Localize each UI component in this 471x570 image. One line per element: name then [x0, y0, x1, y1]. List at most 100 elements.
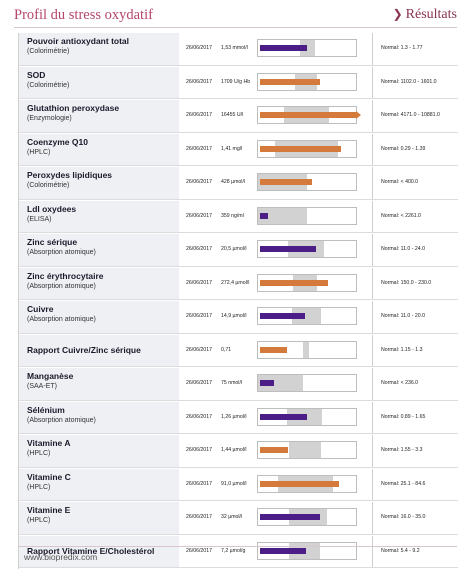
result-date: 26/06/2017 [186, 346, 212, 353]
analyte-cell: SOD (Colorimétrie) [19, 66, 179, 98]
result-gauge [257, 374, 357, 392]
column-divider [372, 100, 373, 132]
analyte-name: Pouvoir antioxydant total [27, 36, 130, 46]
result-date: 26/06/2017 [186, 179, 212, 185]
analyte-cell: Cuivre (Absorption atomique) [19, 301, 179, 333]
footer-divider [18, 546, 457, 547]
result-gauge [257, 474, 357, 493]
normal-range-text: Normal: 0.29 - 1.39 [381, 145, 426, 152]
analyte-name: Zinc érythrocytaire [27, 270, 104, 281]
analyte-name: Vitamine A [27, 438, 71, 448]
analyte-cell: Rapport Cuivre/Zinc sérique [19, 334, 179, 366]
result-date: 26/06/2017 [186, 45, 212, 51]
column-divider [372, 133, 373, 165]
chevron-right-icon: ❯ [392, 7, 403, 21]
analyte-method: (Absorption atomique) [27, 282, 96, 290]
column-divider [372, 435, 373, 467]
column-divider [372, 502, 373, 534]
column-divider [372, 167, 373, 199]
result-level-bar [260, 112, 356, 118]
result-value: 16455 U/l [221, 112, 244, 118]
column-divider [372, 535, 373, 567]
normal-range-text: Normal: < 2261.0 [381, 212, 421, 219]
result-level-bar [260, 179, 312, 185]
column-divider [372, 33, 373, 65]
result-value: 1,44 µmol/l [221, 447, 247, 453]
result-date: 26/06/2017 [186, 246, 212, 252]
analyte-method: (HPLC) [27, 483, 51, 491]
normal-range-zone [303, 341, 309, 358]
result-level-bar [260, 145, 341, 152]
result-value: 1709 U/g Hb [221, 78, 251, 85]
report-header: Profil du stress oxydatif ❯ Résultats [0, 0, 471, 32]
analyte-method: (ELISA) [27, 215, 52, 223]
result-gauge [257, 106, 361, 124]
normal-range-zone [258, 207, 307, 224]
result-date: 26/06/2017 [186, 212, 212, 219]
normal-range-text: Normal: 4171.0 - 10881.0 [381, 112, 440, 118]
analyte-method: (HPLC) [27, 148, 51, 156]
analyte-method: (HPLC) [27, 517, 51, 524]
table-row: Glutathion peroxydase (Enzymologie) 26/06/… [19, 100, 458, 133]
analyte-cell: Rapport Vitamine E/Cholestérol [19, 535, 179, 567]
analyte-cell: Zinc érythrocytaire (Absorption atomique) [19, 267, 179, 299]
results-table: Pouvoir antioxydant total (Colorimétrie) 2… [18, 33, 458, 569]
result-date: 26/06/2017 [186, 514, 212, 520]
normal-range-zone [292, 308, 321, 324]
result-gauge [257, 407, 357, 426]
table-row: Vitamine C (HPLC) 26/06/2017 91,0 µmol/l Nor… [19, 468, 458, 501]
column-divider [372, 66, 373, 98]
analyte-name: Vitamine E [27, 505, 71, 515]
result-level-bar [260, 279, 329, 286]
result-date: 26/06/2017 [186, 279, 212, 286]
analyte-name: Cuivre [27, 304, 54, 314]
analyte-name: Vitamine C [27, 471, 71, 482]
analyte-cell: Pouvoir antioxydant total (Colorimétrie) [19, 33, 179, 65]
result-level-bar [260, 45, 308, 51]
analyte-method: (Colorimétrie) [27, 182, 70, 189]
analyte-name: Sélénium [27, 404, 65, 415]
analyte-name: Ldl oxydees [27, 203, 77, 214]
normal-range-text: Normal: 5.4 - 9.2 [381, 547, 420, 554]
result-gauge [257, 441, 357, 459]
result-level-bar [260, 212, 268, 219]
analyte-name: Peroxydes lipidiques [27, 170, 113, 180]
result-gauge [257, 72, 357, 91]
result-gauge [257, 39, 357, 57]
normal-range-text: Normal: 16.0 - 35.0 [381, 514, 426, 520]
table-row: Coenzyme Q10 (HPLC) 26/06/2017 1,41 mg/l Nor… [19, 133, 458, 166]
result-value: 0,71 [221, 346, 232, 353]
normal-range-text: Normal: 1.15 - 1.3 [381, 346, 423, 353]
normal-range-zone [300, 40, 315, 56]
analyte-cell: Peroxydes lipidiques (Colorimétrie) [19, 167, 179, 199]
analyte-method: (HPLC) [27, 450, 51, 457]
result-value: 428 µmol/l [221, 179, 246, 185]
result-value: 1,26 µmol/l [221, 413, 247, 420]
normal-range-text: Normal: 150.0 - 230.0 [381, 279, 432, 286]
analyte-cell: Vitamine E (HPLC) [19, 502, 179, 534]
table-row: Zinc érythrocytaire (Absorption atomique)… [19, 267, 458, 300]
normal-range-text: Normal: 25.1 - 84.6 [381, 480, 426, 487]
result-value: 20,5 µmol/l [221, 246, 247, 252]
table-row: Peroxydes lipidiques (Colorimétrie) 26/06/… [19, 167, 458, 200]
footer-url: www.biopredix.com [24, 552, 98, 562]
normal-range-text: Normal: < 236.0 [381, 380, 419, 386]
result-date: 26/06/2017 [186, 547, 212, 554]
table-row: Sélénium (Absorption atomique) 26/06/2017 1… [19, 401, 458, 434]
result-gauge [257, 340, 357, 359]
column-divider [372, 200, 373, 232]
table-row: Rapport Cuivre/Zinc sérique 26/06/2017 0,7… [19, 334, 458, 367]
header-divider [14, 27, 457, 28]
result-level-bar [260, 246, 316, 252]
analyte-cell: Ldl oxydees (ELISA) [19, 200, 179, 232]
column-divider [372, 334, 373, 366]
analyte-cell: Coenzyme Q10 (HPLC) [19, 133, 179, 165]
result-gauge [257, 273, 357, 292]
page-title: Profil du stress oxydatif [14, 7, 153, 23]
analyte-cell: Manganèse (SAA-ET) [19, 368, 179, 400]
column-divider [372, 368, 373, 400]
table-row: Ldl oxydees (ELISA) 26/06/2017 359 ng/ml Nor… [19, 200, 458, 233]
result-level-bar [260, 547, 307, 554]
result-value: 32 µmol/l [221, 514, 243, 520]
result-gauge [257, 307, 357, 325]
